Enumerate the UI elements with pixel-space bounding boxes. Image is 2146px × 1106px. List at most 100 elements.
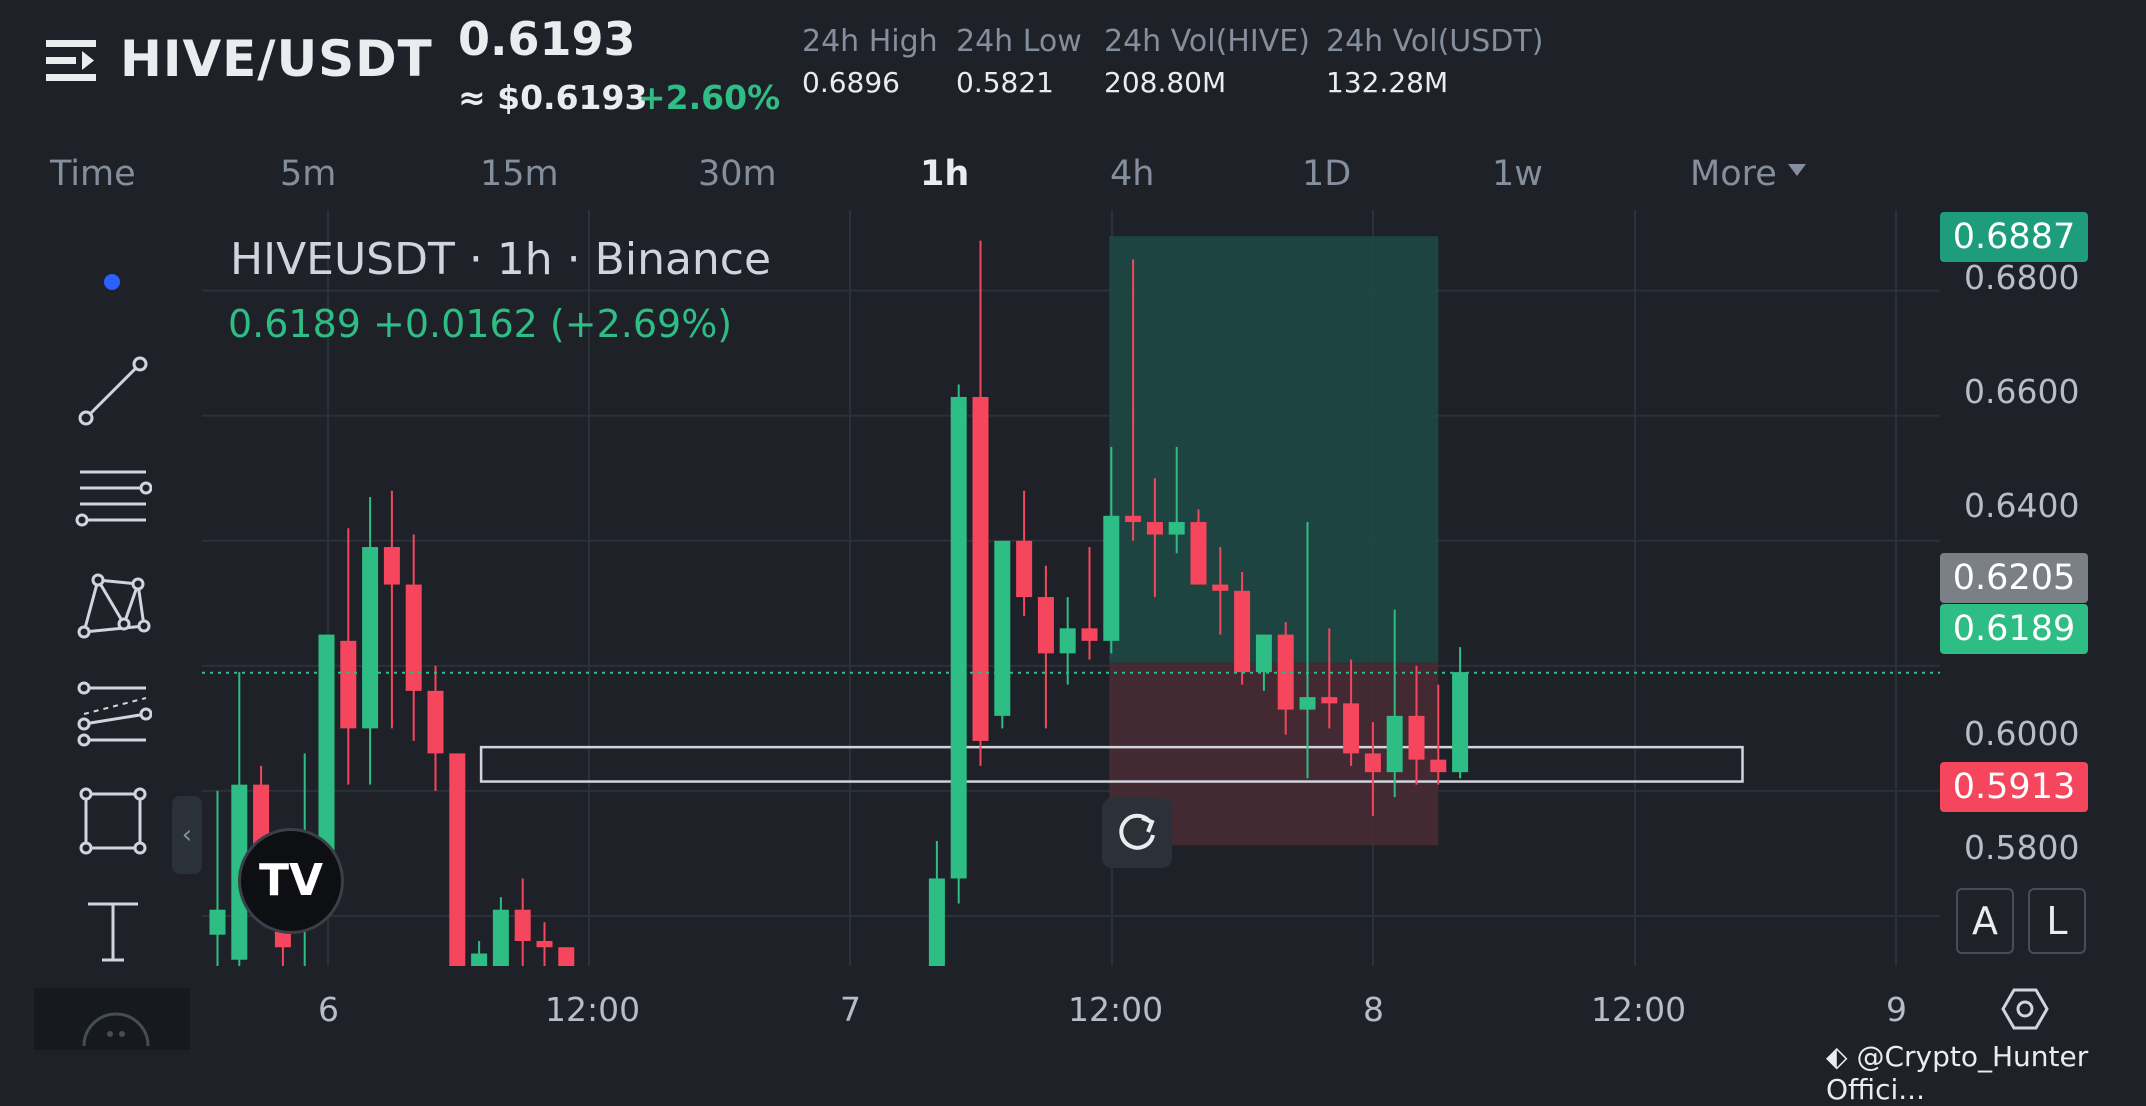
x-tick-label: 6: [318, 990, 339, 1029]
candle-body: [1299, 697, 1316, 710]
last-price-tag: 0.6189: [1940, 604, 2088, 654]
candle-body: [492, 909, 509, 966]
tab-30m[interactable]: 30m: [698, 154, 777, 194]
watermark: ⬖ @Crypto_Hunter Offici...: [1826, 1040, 2146, 1106]
candle-body: [209, 909, 226, 935]
candle-body: [1408, 715, 1425, 760]
candle: [1255, 634, 1272, 691]
entry-price-tag: 0.6205: [1940, 553, 2088, 603]
candle: [1103, 446, 1120, 654]
candle-body: [1146, 522, 1163, 535]
tab-more[interactable]: More: [1690, 154, 1777, 194]
candle: [1234, 572, 1251, 685]
tab-5m[interactable]: 5m: [280, 154, 337, 194]
y-tick-label: 0.6400: [1964, 486, 2080, 525]
fiat-price: ≈ $0.6193: [458, 78, 648, 117]
stop-price-tag: 0.5913: [1940, 762, 2088, 812]
candle-body: [1212, 584, 1229, 591]
refresh-button[interactable]: [1102, 798, 1172, 868]
candle-body: [405, 584, 422, 691]
horizontal-lines-icon[interactable]: [74, 460, 153, 538]
candle-body: [427, 690, 444, 754]
x-tick-label: 9: [1886, 990, 1907, 1029]
log-scale-button[interactable]: L: [2028, 888, 2086, 954]
candle: [1059, 597, 1076, 685]
profit-zone: [1109, 236, 1439, 663]
chart-legend-title: HIVEUSDT · 1h · Binance: [230, 234, 772, 285]
candle: [514, 878, 531, 966]
candle: [972, 240, 989, 766]
rectangle-icon[interactable]: [74, 782, 152, 860]
candle: [950, 384, 967, 904]
watermark-text: @Crypto_Hunter Offici...: [1826, 1040, 2089, 1106]
candle: [558, 947, 575, 966]
tab-1h[interactable]: 1h: [920, 154, 970, 194]
candle: [1299, 522, 1316, 779]
candle: [1321, 628, 1338, 729]
candle-body: [1364, 753, 1381, 773]
candle-body: [1430, 759, 1447, 773]
x-tick-label: 8: [1363, 990, 1384, 1029]
target-price-tag: 0.6887: [1940, 212, 2088, 262]
tab-15m[interactable]: 15m: [480, 154, 559, 194]
y-tick-label: 0.6000: [1964, 714, 2080, 753]
forecast-lines-icon[interactable]: [74, 674, 153, 752]
candle-body: [536, 940, 553, 948]
candle-body: [1277, 634, 1294, 710]
candle-body: [1168, 522, 1185, 535]
tradingview-logo[interactable]: TV: [238, 828, 344, 934]
candle: [536, 922, 553, 966]
tab-time[interactable]: Time: [50, 154, 136, 194]
more-tools-panel[interactable]: [34, 988, 190, 1050]
collapse-toolbar-button[interactable]: ‹: [172, 796, 202, 874]
cursor-dot-icon[interactable]: [104, 274, 120, 290]
candle: [405, 534, 422, 741]
candle: [994, 540, 1011, 729]
refresh-icon: [1119, 813, 1155, 850]
menu-icon[interactable]: [46, 36, 96, 86]
tab-1d[interactable]: 1D: [1302, 154, 1352, 194]
candle: [427, 665, 444, 791]
candle: [1386, 609, 1403, 798]
support-zone-box: [479, 745, 1744, 783]
stat-24h-high-label: 24h High: [802, 24, 938, 59]
candle: [1125, 259, 1142, 541]
x-tick-label: 12:00: [1591, 990, 1687, 1029]
text-icon[interactable]: [74, 892, 152, 970]
pattern-icon[interactable]: [74, 566, 152, 644]
stat-24h-vol-usdt-label: 24h Vol(USDT): [1326, 24, 1544, 59]
candle: [362, 497, 379, 785]
candle-body: [362, 547, 379, 729]
diamond-icon: ⬖: [1826, 1040, 1857, 1073]
x-tick-label: 7: [840, 990, 861, 1029]
stat-24h-low-value: 0.5821: [956, 66, 1054, 99]
candle: [1146, 478, 1163, 598]
tab-1w[interactable]: 1w: [1492, 154, 1543, 194]
candle-body: [449, 753, 466, 966]
auto-scale-button[interactable]: A: [1956, 888, 2014, 954]
candle-body: [471, 953, 488, 966]
candle: [383, 490, 400, 729]
trend-line-icon[interactable]: [74, 352, 152, 430]
price-change-pct: +2.60%: [638, 78, 781, 117]
tab-4h[interactable]: 4h: [1110, 154, 1155, 194]
candle: [1190, 509, 1207, 585]
candle-body: [1125, 515, 1142, 523]
stat-24h-vol-usdt-value: 132.28M: [1326, 66, 1449, 99]
candle-body: [1059, 628, 1076, 654]
stat-24h-low-label: 24h Low: [956, 24, 1082, 59]
trading-pair-title[interactable]: HIVE/USDT: [120, 30, 433, 88]
candle-body: [1255, 634, 1272, 673]
candle-body: [1452, 672, 1469, 773]
chart-legend-values: 0.6189 +0.0162 (+2.69%): [228, 302, 733, 346]
candle-body: [994, 540, 1011, 716]
settings-hexagon-icon[interactable]: [2000, 984, 2050, 1034]
candle-body: [1103, 515, 1120, 641]
stat-24h-vol-hive-label: 24h Vol(HIVE): [1104, 24, 1310, 59]
candle: [492, 897, 509, 966]
x-tick-label: 12:00: [545, 990, 641, 1029]
candle-body: [950, 396, 967, 879]
candle: [1081, 547, 1098, 660]
candle: [1364, 722, 1381, 816]
candle: [1408, 665, 1425, 785]
